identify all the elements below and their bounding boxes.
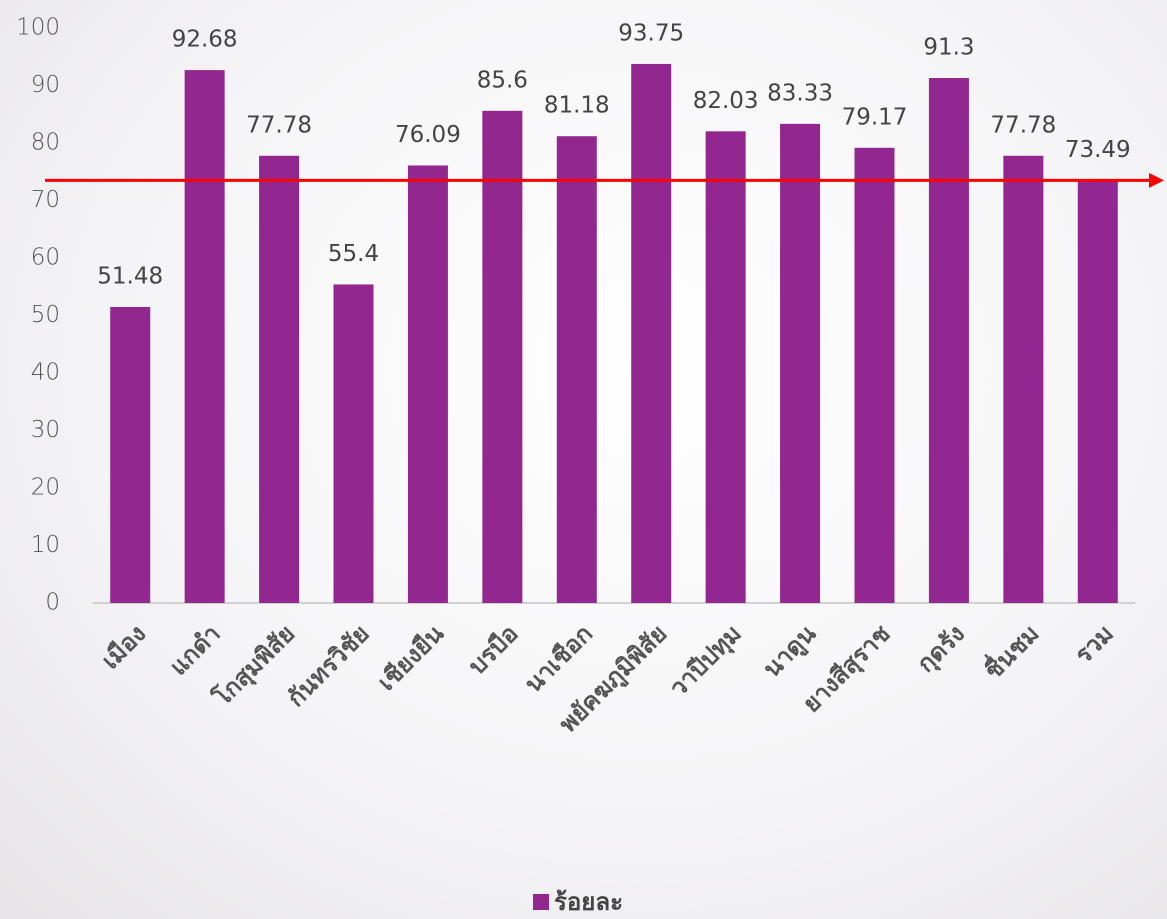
y-tick-label: 60 — [31, 245, 60, 271]
y-tick-label: 30 — [31, 417, 60, 443]
x-tick-label: เมือง — [96, 619, 151, 674]
y-tick-label: 20 — [31, 475, 60, 501]
x-tick-label: ชื่นชม — [976, 617, 1044, 685]
y-tick-label: 70 — [31, 187, 60, 213]
data-label: 77.78 — [246, 112, 312, 138]
data-label: 73.49 — [1065, 137, 1131, 163]
y-tick-label: 100 — [16, 15, 60, 41]
legend-label: ร้อยละ — [554, 888, 623, 916]
data-label: 77.78 — [990, 112, 1056, 138]
y-tick-label: 10 — [31, 532, 60, 558]
x-tick-label: กันทรวิชัย — [282, 619, 375, 712]
bar — [780, 123, 821, 603]
x-tick-label: บรบือ — [463, 619, 524, 680]
bar — [482, 110, 523, 604]
data-label: 92.68 — [172, 27, 238, 53]
bar — [928, 78, 969, 603]
x-tick-label: แกดำ — [164, 619, 226, 681]
bar — [556, 136, 597, 603]
y-tick-label: 50 — [31, 302, 60, 328]
bar — [333, 284, 374, 603]
bar — [110, 306, 151, 603]
x-tick-label: รวม — [1069, 619, 1119, 669]
data-label: 81.18 — [544, 93, 610, 119]
bar — [407, 165, 448, 604]
x-tick-label: เชียงยืน — [372, 619, 449, 696]
data-label: 83.33 — [767, 80, 833, 106]
data-label: 93.75 — [618, 20, 684, 46]
y-tick-label: 90 — [31, 72, 60, 98]
data-label: 51.48 — [97, 263, 163, 289]
x-tick-label: กุดรัง — [912, 619, 972, 679]
data-label: 82.03 — [693, 88, 759, 114]
bar — [854, 147, 895, 603]
legend-swatch — [533, 894, 549, 910]
data-label: 85.6 — [477, 67, 528, 93]
y-tick-label: 40 — [31, 360, 60, 386]
data-label: 79.17 — [842, 104, 908, 130]
x-tick-label: วาปีปทุม — [664, 619, 748, 703]
bar — [1003, 155, 1044, 603]
bar — [259, 155, 300, 603]
data-label: 55.4 — [328, 241, 379, 267]
data-label: 76.09 — [395, 122, 461, 148]
bar — [1077, 180, 1118, 603]
bar — [631, 63, 672, 603]
bar — [705, 131, 746, 603]
x-tick-label: นาดูน — [758, 619, 823, 684]
y-tick-label: 80 — [31, 130, 60, 156]
y-tick-label: 0 — [45, 590, 60, 616]
data-label: 91.3 — [923, 35, 974, 61]
bar — [184, 70, 225, 604]
